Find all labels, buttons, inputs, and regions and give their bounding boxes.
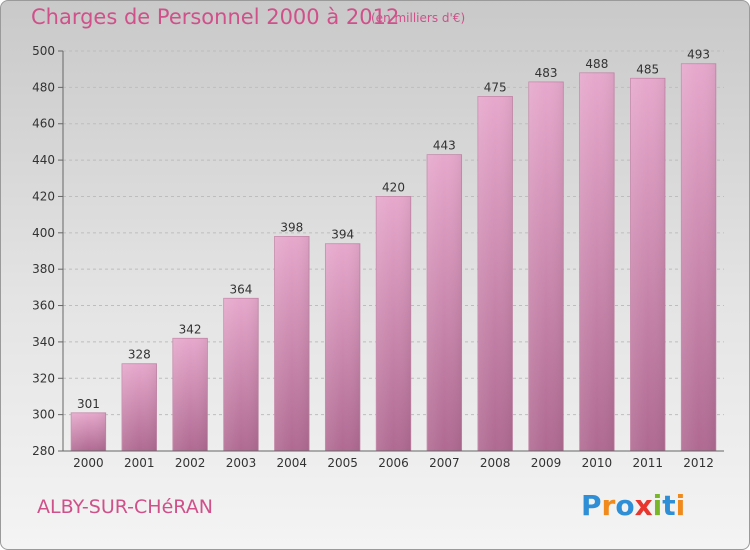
x-tick-label: 2007 xyxy=(429,456,460,470)
x-tick-label: 2001 xyxy=(124,456,155,470)
x-tick-label: 2000 xyxy=(73,456,104,470)
chart-title: Charges de Personnel 2000 à 2012 xyxy=(31,5,400,29)
bar-shine xyxy=(681,63,716,452)
x-tick-label: 2011 xyxy=(632,456,663,470)
y-axis: 280 300 320 340 360 380 400 420 440 460 480 500 xyxy=(32,44,64,458)
x-tick-label: 2005 xyxy=(327,456,358,470)
y-tick-label: 280 xyxy=(32,444,55,458)
y-tick-label: 320 xyxy=(32,371,55,385)
y-tick-label: 400 xyxy=(32,226,55,240)
bar-shine xyxy=(325,243,360,451)
y-tick-label: 440 xyxy=(32,153,55,167)
data-label: 488 xyxy=(585,57,608,71)
logo-letter: t xyxy=(662,489,676,522)
data-label: 443 xyxy=(433,139,456,153)
bar-shine xyxy=(223,298,259,451)
logo-letter: o xyxy=(615,489,635,522)
logo-letter: x xyxy=(634,489,653,522)
data-label: 420 xyxy=(382,180,405,194)
x-tick-label: 2010 xyxy=(582,456,613,470)
data-label: 398 xyxy=(280,220,303,234)
x-tick-label: 2002 xyxy=(175,456,206,470)
bar-shine xyxy=(477,96,513,452)
y-tick-label: 420 xyxy=(32,189,55,203)
bar-shine xyxy=(172,338,208,451)
y-tick-label: 500 xyxy=(32,44,55,58)
x-tick-label: 2012 xyxy=(683,456,714,470)
x-axis: 2000 2001 2002 2003 2004 2005 2006 2007 2008 2009… xyxy=(63,450,724,470)
data-label: 483 xyxy=(535,66,558,80)
data-label: 493 xyxy=(687,48,710,62)
place-name: ALBY-SUR-CHéRAN xyxy=(37,496,213,518)
unit-note: (en milliers d'€) xyxy=(371,11,466,25)
bar-shine xyxy=(630,78,666,451)
bar-shine xyxy=(579,72,615,452)
y-tick-label: 340 xyxy=(32,335,55,349)
bar-shine xyxy=(376,196,411,451)
bar-shine xyxy=(427,154,462,452)
data-label: 342 xyxy=(179,322,202,336)
bars xyxy=(70,63,717,452)
y-tick-label: 460 xyxy=(32,117,55,131)
data-label: 475 xyxy=(484,80,507,94)
data-label: 485 xyxy=(636,62,659,76)
bar-shine xyxy=(274,236,310,451)
x-tick-label: 2003 xyxy=(226,456,257,470)
logo-letter: i xyxy=(675,489,686,522)
logo-letter: r xyxy=(601,489,616,522)
x-tick-label: 2006 xyxy=(378,456,409,470)
y-tick-label: 300 xyxy=(32,408,55,422)
data-label: 328 xyxy=(128,348,151,362)
y-tick-label: 380 xyxy=(32,262,55,276)
bar-shine xyxy=(71,412,106,451)
logo-letter: i xyxy=(652,489,663,522)
y-tick-label: 480 xyxy=(32,80,55,94)
data-label: 364 xyxy=(230,282,253,296)
x-tick-label: 2009 xyxy=(531,456,562,470)
x-tick-label: 2008 xyxy=(480,456,511,470)
proxiti-logo: Proxiti xyxy=(581,489,685,522)
bar-shine xyxy=(528,81,564,451)
data-labels: 301 328 342 364 398 394 420 443 475 483 488 485 493 xyxy=(77,48,710,411)
bar-shine xyxy=(121,363,157,451)
data-label: 301 xyxy=(77,397,100,411)
logo-letter: P xyxy=(581,489,602,522)
y-tick-label: 360 xyxy=(32,299,55,313)
x-tick-label: 2004 xyxy=(277,456,308,470)
data-label: 394 xyxy=(331,228,354,242)
